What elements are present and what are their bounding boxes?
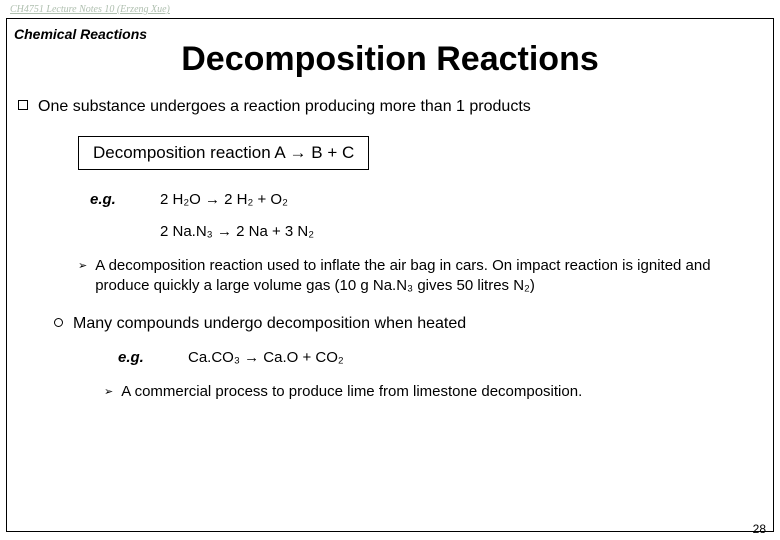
note-2-text: A commercial process to produce lime fro…: [121, 382, 582, 402]
page-number: 28: [753, 522, 766, 536]
top-bullet: One substance undergoes a reaction produ…: [18, 96, 762, 118]
arrow-bullet-icon: ➢: [78, 261, 87, 272]
square-bullet-icon: [18, 100, 28, 110]
equation-3: Ca.CO₃ → Ca.O + CO₂: [188, 348, 344, 368]
sub-bullet: Many compounds undergo decomposition whe…: [54, 313, 762, 335]
slide-content: One substance undergoes a reaction produ…: [18, 96, 762, 403]
sub-point-text: Many compounds undergo decomposition whe…: [73, 313, 466, 335]
slide-title: Decomposition Reactions: [0, 40, 780, 79]
example-row-3: e.g. Ca.CO₃ → Ca.O + CO₂: [118, 348, 762, 368]
note-2-row: ➢ A commercial process to produce lime f…: [104, 382, 762, 402]
example-row-2: 2 Na.N₃ → 2 Na + 3 N₂: [90, 222, 762, 242]
formula-box: Decomposition reaction A → B + C: [78, 136, 369, 170]
equation-1: 2 H₂O → 2 H₂ + O₂: [160, 190, 288, 210]
eg-label-2: e.g.: [118, 349, 188, 366]
lecture-header: CH4751 Lecture Notes 10 (Erzeng Xue): [10, 4, 170, 15]
arrow-bullet-icon-2: ➢: [104, 387, 113, 398]
note-1-text: A decomposition reaction used to inflate…: [95, 256, 735, 297]
note-1-row: ➢ A decomposition reaction used to infla…: [78, 256, 762, 297]
formula-box-wrap: Decomposition reaction A → B + C: [78, 136, 762, 170]
eg-label-1: e.g.: [90, 191, 160, 208]
example-row-1: e.g. 2 H₂O → 2 H₂ + O₂: [90, 190, 762, 210]
equation-2: 2 Na.N₃ → 2 Na + 3 N₂: [160, 222, 314, 242]
circle-bullet-icon: [54, 318, 63, 327]
top-point-text: One substance undergoes a reaction produ…: [38, 96, 531, 118]
